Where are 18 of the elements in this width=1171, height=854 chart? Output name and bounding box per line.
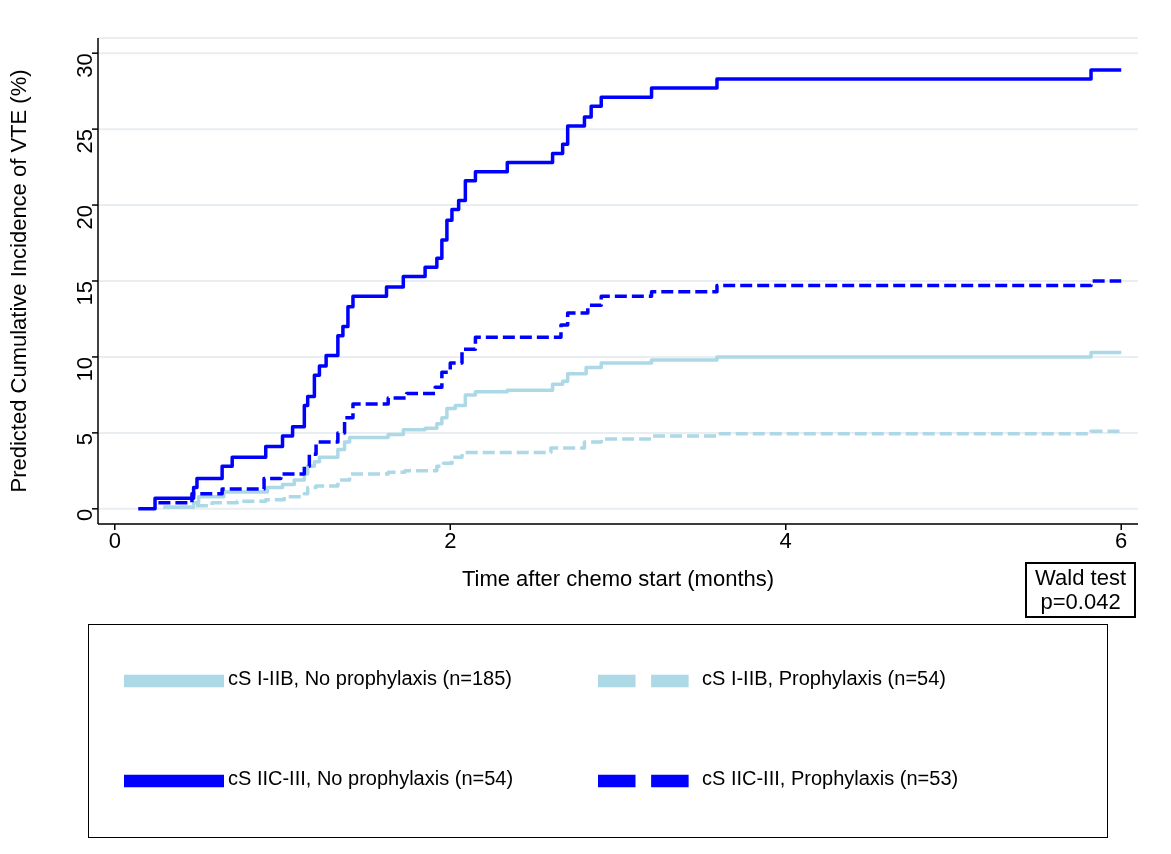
y-tick-label: 10 <box>71 356 97 382</box>
legend-label: cS I-IIB, No prophylaxis (n=185) <box>228 667 513 691</box>
x-tick-label: 0 <box>108 527 121 553</box>
legend-label: cS IIC-III, No prophylaxis (n=54) <box>228 767 515 791</box>
x-tick-label: 4 <box>779 527 792 553</box>
y-tick-label: 25 <box>71 129 97 154</box>
x-axis-title: Time after chemo start (months) <box>461 566 775 591</box>
text: Wald test p=0.042 <box>1035 564 1126 614</box>
x-tick-label: 6 <box>1115 527 1128 553</box>
y-tick-label: 20 <box>71 205 97 230</box>
legend-label: cS IIC-III, Prophylaxis (n=53) <box>702 767 960 791</box>
y-axis-title: Predicted Cumulative Incidence of VTE (%) <box>5 69 31 493</box>
legend-label: cS I-IIB, Prophylaxis (n=54) <box>702 667 947 691</box>
y-tick-label: 30 <box>71 53 97 78</box>
y-tick-label: 0 <box>71 508 97 522</box>
x-tick-label: 2 <box>444 527 457 553</box>
y-tick-label: 5 <box>71 432 97 446</box>
y-tick-label: 15 <box>71 281 97 306</box>
